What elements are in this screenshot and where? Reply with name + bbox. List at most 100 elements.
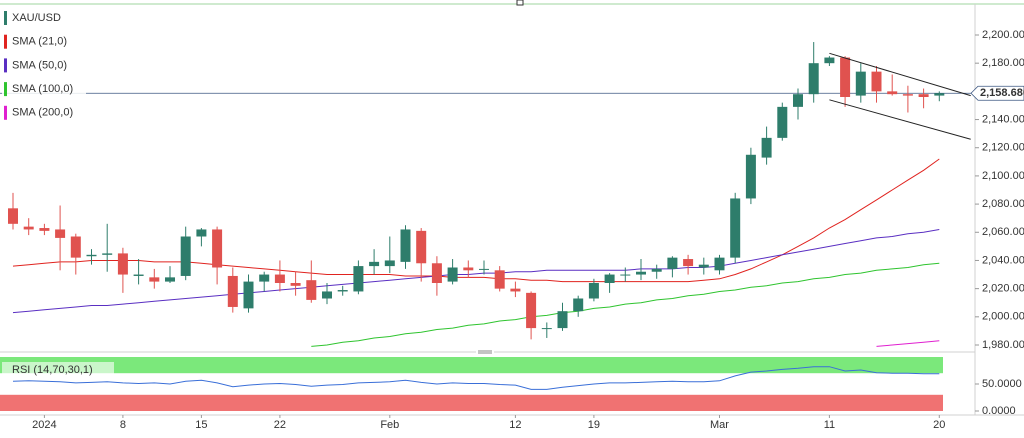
candle-body <box>871 71 882 92</box>
y-tick-label: 2,060.000 <box>982 226 1024 238</box>
x-tick-label: 11 <box>824 419 835 431</box>
candle-body <box>840 57 851 97</box>
candle-body <box>745 154 756 199</box>
candle-body <box>934 93 945 96</box>
legend: XAU/USD SMA (21,0) SMA (50,0) SMA (100,0) SM… <box>2 8 86 123</box>
candle-body <box>353 266 364 292</box>
rsi-panel <box>0 357 943 411</box>
y-tick-label: 2,200.000 <box>982 29 1024 41</box>
candle-body <box>180 236 191 276</box>
candle-body <box>102 253 113 255</box>
x-tick-label: 15 <box>195 419 207 431</box>
overbought-band <box>0 357 943 374</box>
candle-body <box>384 260 395 267</box>
rsi-tick-label: 0.0000 <box>982 405 1016 417</box>
candle-body <box>620 274 631 276</box>
legend-box <box>2 102 86 123</box>
candle-body <box>8 208 18 224</box>
candle-body <box>165 277 175 282</box>
legend-swatch <box>4 11 7 25</box>
price-panel <box>0 42 975 347</box>
candle-body <box>541 328 552 330</box>
legend-box <box>2 55 86 76</box>
rsi-line <box>12 366 940 390</box>
candle-body <box>55 229 66 238</box>
oversold-band <box>0 394 943 411</box>
candle-body <box>557 311 568 329</box>
candle-body <box>918 94 929 97</box>
candle-body <box>479 268 489 270</box>
candle-body <box>196 229 207 237</box>
y-tick-label: 2,140.000 <box>982 113 1024 125</box>
candle-body <box>133 274 144 276</box>
y-tick-label: 2,180.000 <box>982 57 1024 69</box>
trendline <box>829 99 971 140</box>
last-price-marker <box>970 85 1024 101</box>
trendline <box>829 52 971 97</box>
y-tick-label: 2,100.000 <box>982 170 1024 182</box>
candle-body <box>793 94 803 107</box>
candle-body <box>887 91 898 95</box>
legend-text: XAU/USD <box>12 12 61 24</box>
candle-body <box>510 288 521 292</box>
candle-body <box>824 57 835 64</box>
rsi-legend-box <box>2 362 114 378</box>
candle-body <box>855 71 866 96</box>
candle-body <box>416 230 427 264</box>
legend-swatch <box>4 58 7 73</box>
candle-body <box>494 270 505 289</box>
sma-line <box>311 262 940 347</box>
y-tick-label: 1,980.000 <box>982 339 1024 351</box>
candle-body <box>70 236 81 258</box>
candle-body <box>243 281 254 309</box>
candle-body <box>636 271 646 275</box>
sma-line <box>12 158 940 283</box>
candle-body <box>683 259 694 267</box>
axes: 1,980.000 2,000.000 2,020.000 2,040.000 2,06… <box>2 29 1024 431</box>
legend-box <box>2 8 86 28</box>
candle-body <box>117 253 128 275</box>
candle-body <box>573 298 584 312</box>
candle-body <box>227 275 238 307</box>
legend-text: SMA (200,0) <box>12 107 73 119</box>
x-tick-label: 8 <box>120 419 126 431</box>
candle-body <box>149 277 160 282</box>
candle-body <box>808 63 819 95</box>
candle-body <box>667 257 678 269</box>
x-tick-label: Feb <box>380 419 399 431</box>
y-tick-label: 2,120.000 <box>982 142 1024 154</box>
candle-body <box>447 267 458 282</box>
candle-body <box>431 263 442 283</box>
legend-box <box>2 79 86 100</box>
candle-body <box>86 254 97 257</box>
candle-body <box>306 280 317 300</box>
y-tick-label: 2,040.000 <box>982 254 1024 266</box>
resize-handle[interactable] <box>516 0 524 6</box>
legend-swatch <box>4 34 7 49</box>
candle-body <box>588 283 599 299</box>
legend-box <box>2 31 86 52</box>
x-tick-label: 22 <box>274 419 286 431</box>
candle-body <box>730 198 741 258</box>
candle-body <box>274 274 285 283</box>
legend-text: SMA (50,0) <box>12 59 67 71</box>
y-tick-label: 2,080.000 <box>982 198 1024 210</box>
candle-body <box>337 290 348 292</box>
candle-body <box>400 229 411 262</box>
candle-body <box>651 268 662 272</box>
x-tick-label: 2024 <box>32 419 56 431</box>
candle-body <box>23 226 34 230</box>
x-tick-label: 19 <box>588 419 600 431</box>
candle-body <box>212 229 223 268</box>
separator-handle[interactable] <box>476 349 494 355</box>
candle-body <box>463 267 474 271</box>
candle-body <box>39 228 50 231</box>
y-tick-label: 2,000.000 <box>982 311 1024 323</box>
legend-text: SMA (100,0) <box>12 83 73 95</box>
candle-body <box>259 274 270 282</box>
candle-body <box>369 261 380 267</box>
last-price-label: 2,158.680 <box>980 87 1024 99</box>
sma-line <box>12 229 940 314</box>
